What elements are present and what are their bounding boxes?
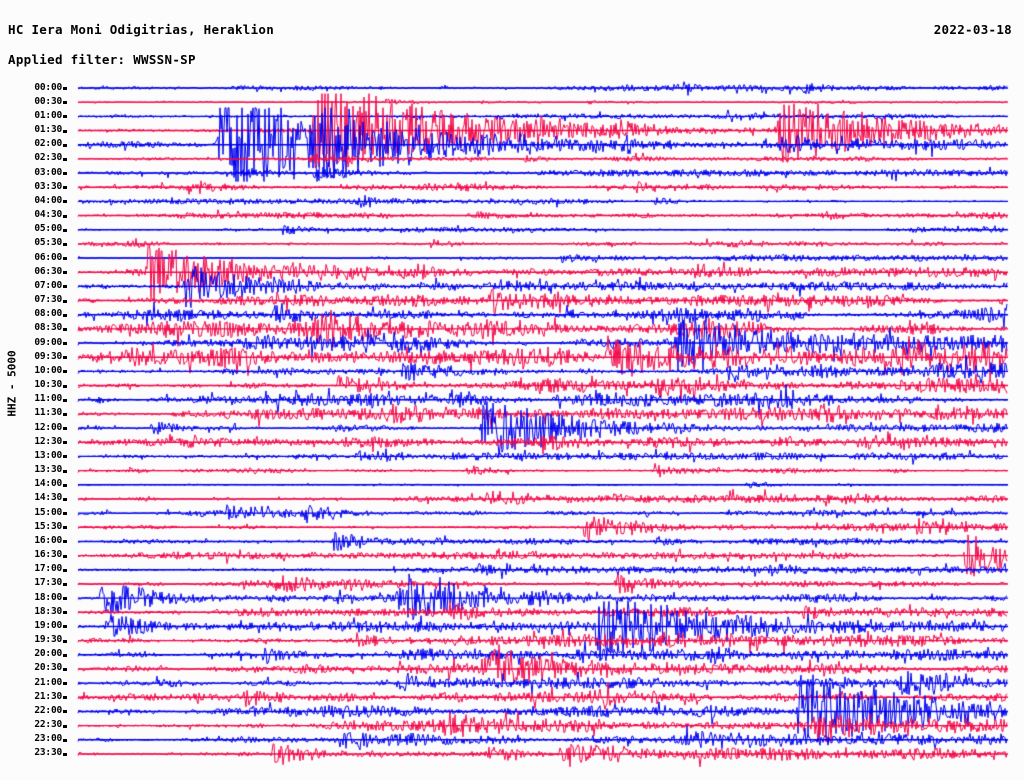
seismogram-traces [0,0,1024,780]
